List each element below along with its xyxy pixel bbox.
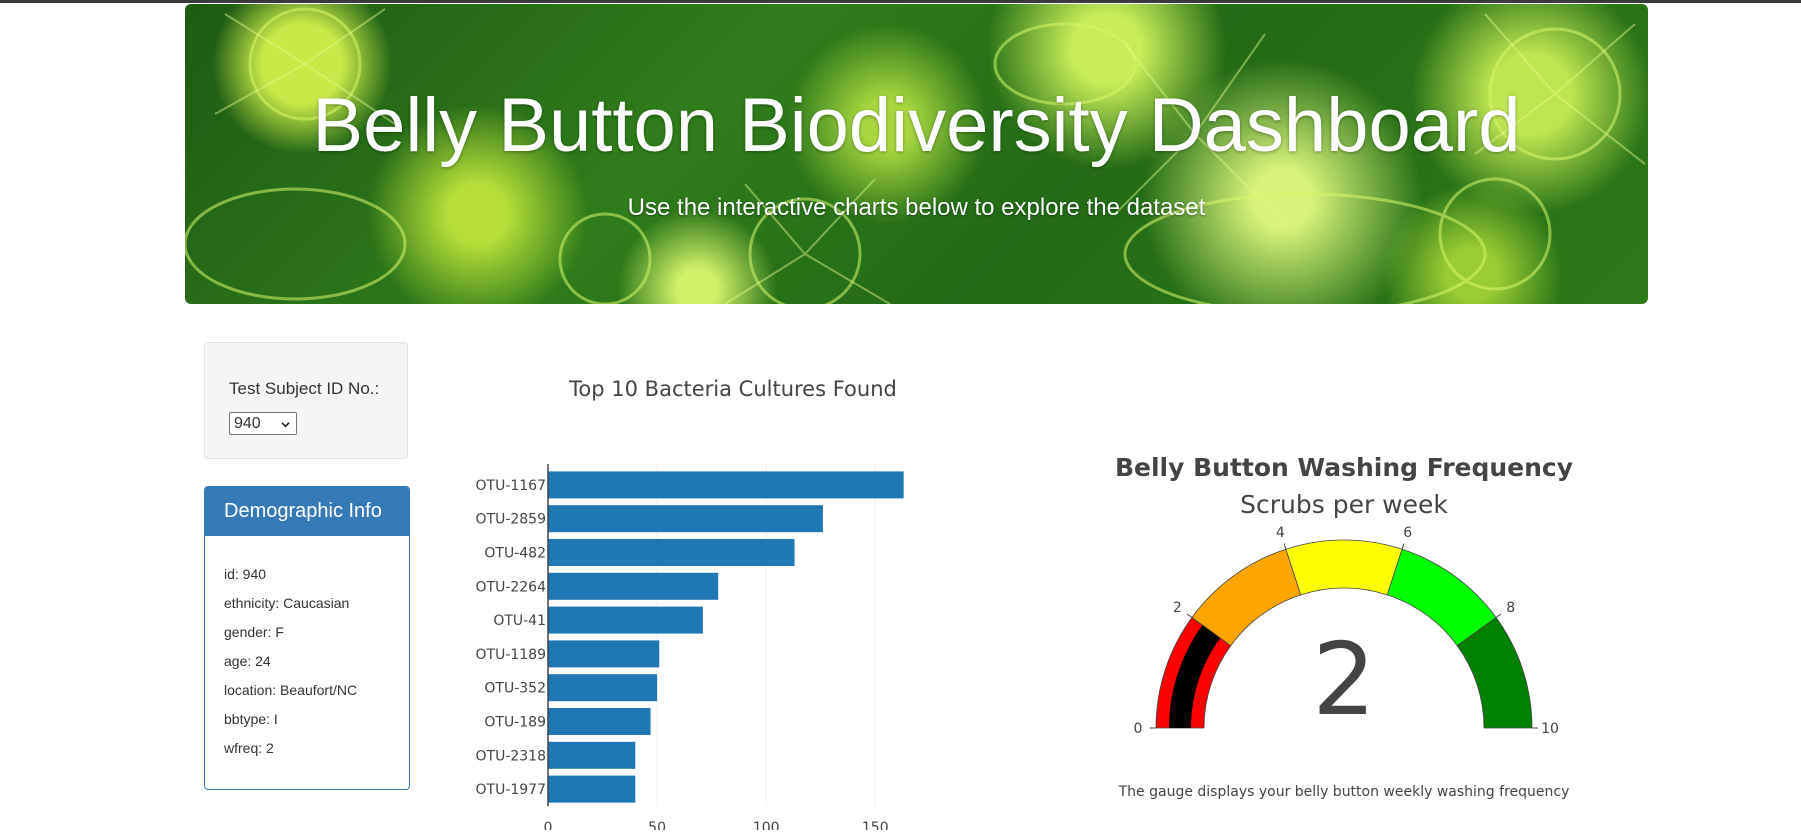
gauge-value-bar [1169,625,1221,728]
bar-otu-352 [548,674,658,702]
bacteria-background-image [185,7,1646,304]
bar-otu-2859 [548,505,823,533]
gauge-tick-label: 6 [1403,525,1412,541]
y-tick-label: OTU-2859 [476,512,547,528]
gauge-tick-label: 10 [1541,721,1559,737]
top-bacteria-bar-chart[interactable]: Top 10 Bacteria Cultures Found 0 50 100 150 O… [440,370,940,830]
y-tick-label: OTU-1977 [476,782,547,798]
bar-otu-189 [548,708,651,735]
gauge-tick [1401,543,1405,550]
bar-otu-2318 [548,741,636,769]
gauge-tick [1186,613,1193,618]
y-tick-label: OTU-352 [484,681,546,697]
gauge-step-4-6 [1285,539,1403,596]
meta-wfreq: wfreq: 2 [224,740,274,756]
y-tick-label: OTU-189 [484,715,546,731]
subject-selector-panel: Test Subject ID No.: 940 [204,342,408,459]
subject-id-selected-value: 940 [234,415,261,432]
demographic-info-body: id: 940 ethnicity: Caucasian gender: F a… [224,567,357,770]
gauge-subtitle: Scrubs per week [1240,490,1448,519]
y-tick-label: OTU-2318 [476,748,547,764]
gauge-value-number: 2 [1312,621,1376,738]
meta-id: id: 940 [224,566,267,582]
x-tick-label: 0 [544,820,553,830]
dashboard-subtitle: Use the interactive charts below to expl… [627,194,1206,221]
demographic-info-panel: Demographic Info id: 940 ethnicity: Cauc… [204,486,410,790]
chevron-down-icon [281,422,290,428]
dashboard-title: Belly Button Biodiversity Dashboard [312,83,1521,168]
y-tick-label: OTU-1189 [476,647,547,663]
bar-otu-2264 [548,572,719,600]
top-border [0,0,1801,3]
gauge-tick [1283,543,1287,550]
meta-gender: gender: F [224,624,284,640]
header-banner: Belly Button Biodiversity Dashboard Use … [185,4,1648,304]
x-tick-label: 50 [648,820,666,830]
gauge-tick-label: 0 [1134,721,1143,737]
meta-ethnicity: ethnicity: Caucasian [224,595,350,611]
gauge-tick-label: 4 [1276,525,1285,541]
gauge-tick-label: 8 [1506,600,1515,616]
bar-otu-1189 [548,640,660,668]
washing-frequency-gauge[interactable]: Belly Button Washing Frequency Scrubs per… [1080,440,1608,760]
gauge-description: The gauge displays your belly button wee… [1118,784,1570,800]
bar-otu-1167 [548,471,904,499]
y-tick-label: OTU-482 [484,546,546,562]
meta-location: location: Beaufort/NC [224,682,358,698]
x-tick-label: 100 [753,820,780,830]
meta-bbtype: bbtype: I [224,711,278,727]
bar-otu-41 [548,606,703,634]
y-tick-label: OTU-41 [493,613,546,629]
y-tick-label: OTU-1167 [476,478,547,494]
gauge-tick [1495,613,1502,618]
y-tick-label: OTU-2264 [476,579,547,595]
subject-id-select[interactable]: 940 [229,412,297,435]
bar-chart-title: Top 10 Bacteria Cultures Found [568,377,897,401]
bar-otu-482 [548,539,795,566]
gauge-title: Belly Button Washing Frequency [1115,453,1573,482]
subject-id-label: Test Subject ID No.: [229,379,380,398]
gauge-tick-label: 2 [1173,600,1182,616]
demographic-info-heading: Demographic Info [205,487,409,536]
meta-age: age: 24 [224,653,271,669]
bar-otu-1977 [548,775,636,803]
x-tick-label: 150 [862,820,889,830]
